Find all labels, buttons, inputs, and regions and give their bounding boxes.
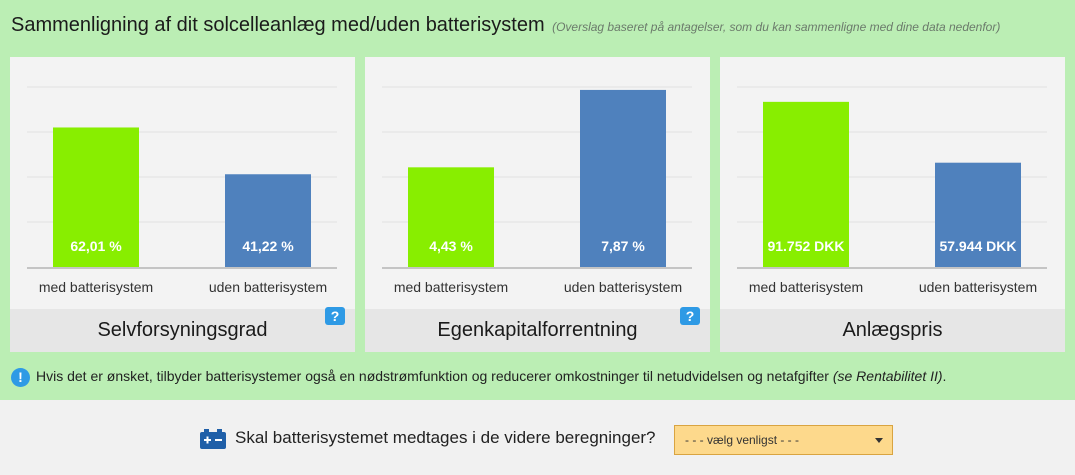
bar: [408, 167, 494, 267]
info-suffix: .: [942, 368, 947, 385]
question-text: Skal batterisystemet medtages i de vider…: [235, 428, 656, 447]
card-footer: Anlægspris: [720, 309, 1065, 352]
help-icon[interactable]: ?: [680, 307, 700, 325]
data-label: 57.944 DKK: [939, 238, 1016, 254]
bar: [225, 174, 311, 267]
card-title: Egenkapitalforrentning: [437, 319, 638, 341]
card-footer: Selvforsyningsgrad: [10, 309, 355, 352]
info-text: Hvis det er ønsket, tilbyder batterisyst…: [36, 368, 833, 385]
comparison-panel: Sammenligning af dit solcelleanlæg med/u…: [0, 0, 1075, 400]
info-note: ! Hvis det er ønsket, tilbyder batterisys…: [11, 368, 946, 387]
category-label: uden batterisystem: [919, 279, 1037, 295]
data-label: 91.752 DKK: [767, 238, 844, 254]
bar: [763, 101, 849, 267]
data-label: 62,01 %: [70, 238, 122, 254]
chart-egenkapitalforrentning: 4,43 % med batterisystem 7,87 % uden batter…: [382, 86, 692, 295]
category-label: med batterisystem: [394, 279, 508, 295]
card-title: Selvforsyningsgrad: [97, 319, 268, 341]
info-icon: !: [11, 368, 30, 387]
data-label: 7,87 %: [601, 238, 645, 254]
chart-card-anlaegspris: 91.752 DKK med batterisystem 57.944 DKK ude…: [720, 57, 1065, 352]
battery-icon: [200, 428, 226, 449]
panel-title: Sammenligning af dit solcelleanlæg med/u…: [11, 14, 545, 36]
chart-card-egenkapitalforrentning: 4,43 % med batterisystem 7,87 % uden batter…: [365, 57, 710, 352]
data-label: 41,22 %: [242, 238, 294, 254]
include-battery-select[interactable]: - - - vælg venligst - - -: [674, 425, 893, 455]
help-icon[interactable]: ?: [325, 307, 345, 325]
chevron-down-icon: [875, 438, 883, 443]
category-label: uden batterisystem: [564, 279, 682, 295]
battery-question: Skal batterisystemet medtages i de vider…: [200, 428, 656, 449]
chart-card-selvforsyningsgrad: 62,01 % med batterisystem 41,22 % uden batt…: [10, 57, 355, 352]
panel-heading: Sammenligning af dit solcelleanlæg med/u…: [11, 14, 1000, 37]
category-label: uden batterisystem: [209, 279, 327, 295]
chart-selvforsyningsgrad: 62,01 % med batterisystem 41,22 % uden batt…: [27, 86, 337, 295]
category-label: med batterisystem: [749, 279, 863, 295]
select-value: - - - vælg venligst - - -: [685, 433, 800, 447]
category-label: med batterisystem: [39, 279, 153, 295]
chart-anlaegspris: 91.752 DKK med batterisystem 57.944 DKK ude…: [737, 86, 1047, 295]
info-reference: (se Rentabilitet II): [832, 368, 943, 385]
bar: [935, 162, 1021, 267]
bar: [53, 127, 139, 267]
data-label: 4,43 %: [429, 238, 473, 254]
bar: [580, 89, 666, 267]
panel-note: (Overslag baseret på antagelser, som du …: [552, 20, 1001, 34]
card-title: Anlægspris: [842, 319, 943, 341]
card-footer: Egenkapitalforrentning: [365, 309, 710, 352]
